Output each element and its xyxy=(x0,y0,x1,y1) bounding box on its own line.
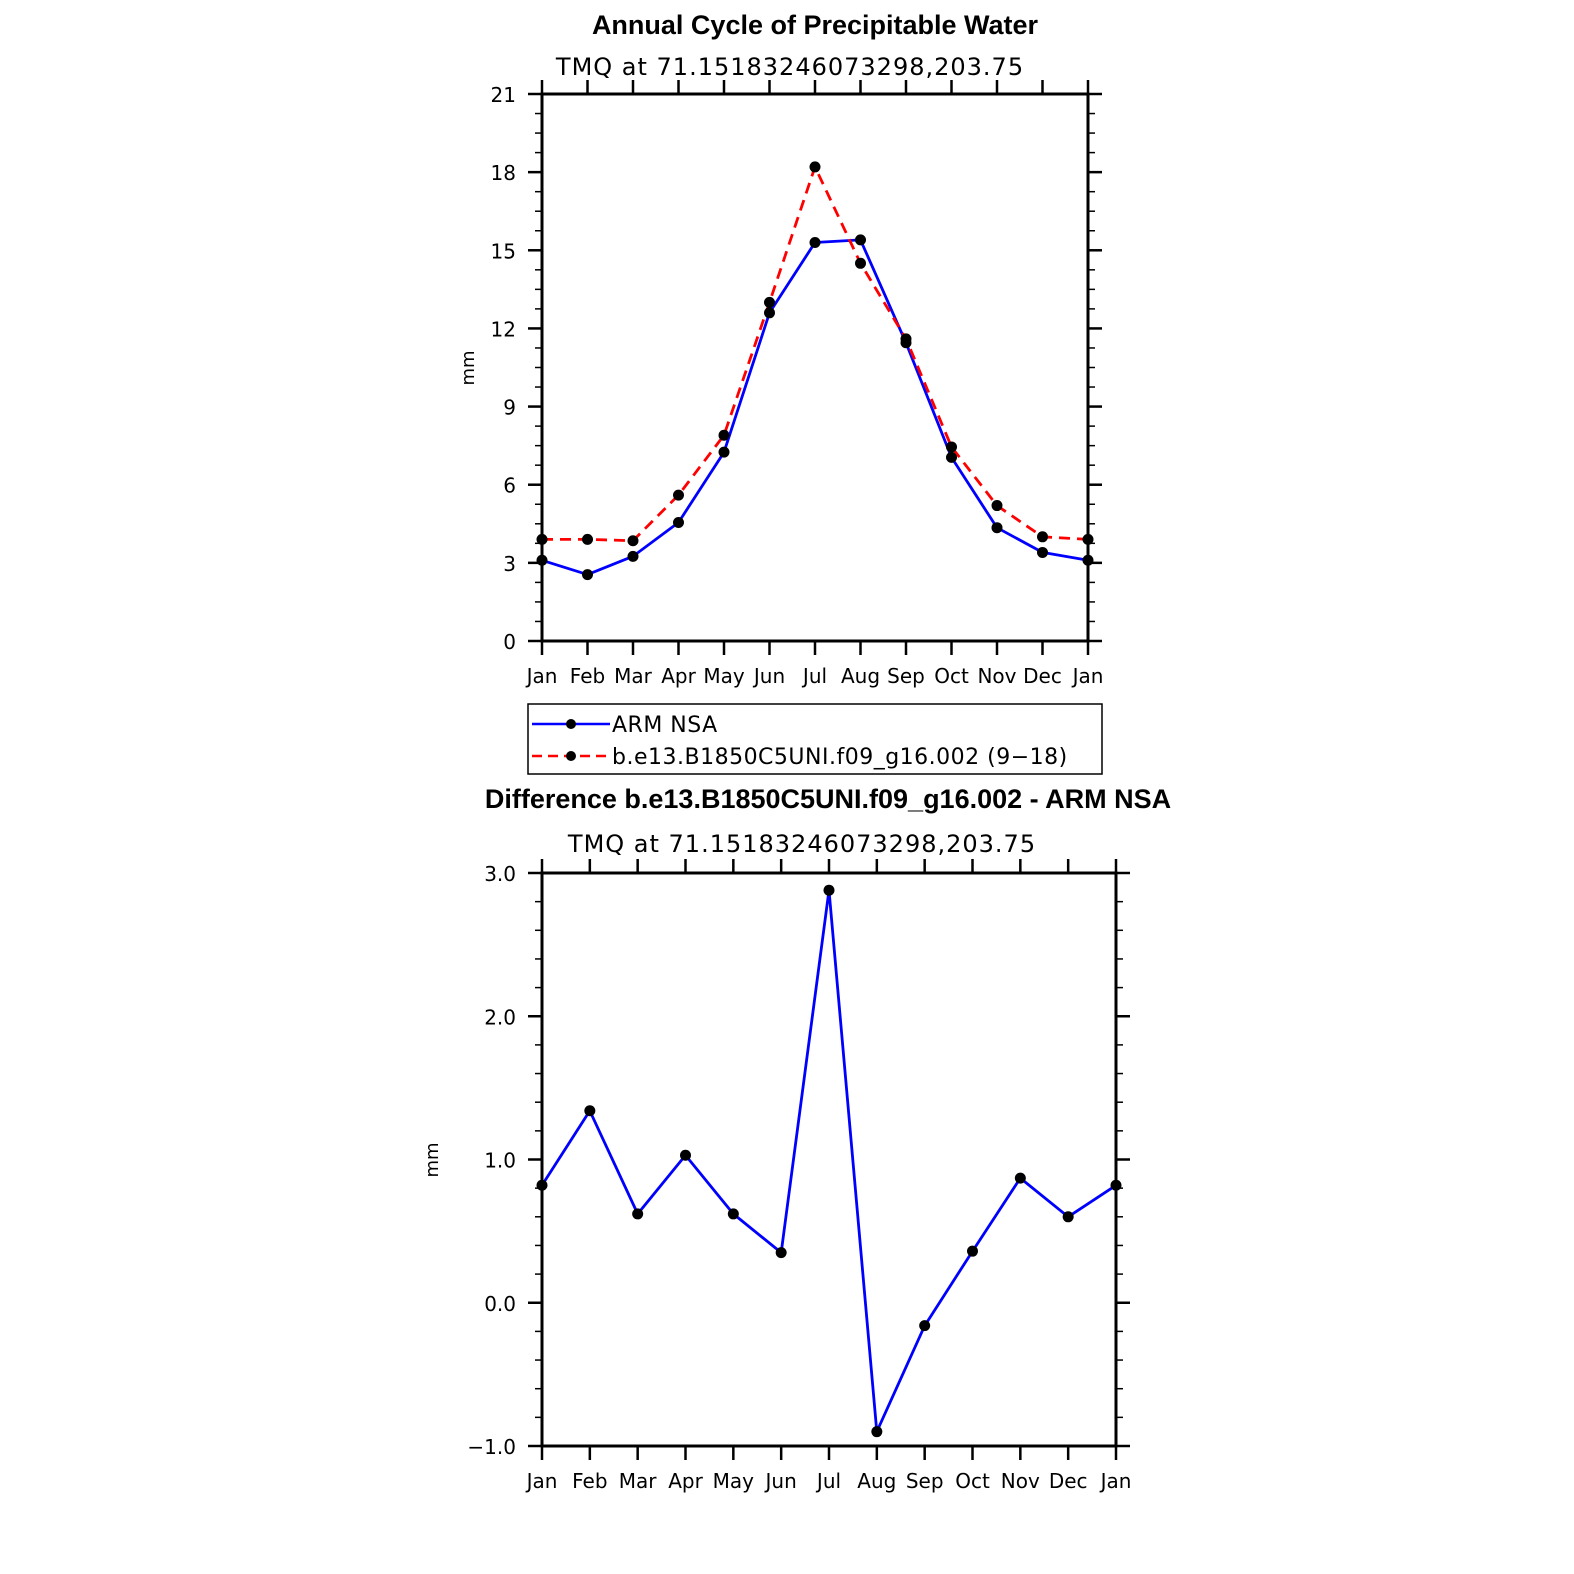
legend-label-model: b.e13.B1850C5UNI.f09_g16.002 (9−18) xyxy=(612,745,1068,770)
y-tick-label: 12 xyxy=(491,317,516,341)
x-tick-label: Jan xyxy=(1071,664,1104,688)
x-tick-label: Nov xyxy=(977,664,1016,688)
series-0-point xyxy=(632,1208,644,1220)
annual-cycle-chart: Annual Cycle of Precipitable Water TMQ a… xyxy=(458,10,1104,775)
chart-subtitle: TMQ at 71.15183246073298,203.75 xyxy=(567,830,1036,858)
series-1-point xyxy=(764,296,775,308)
series-0-point xyxy=(871,1426,883,1438)
series-line-0 xyxy=(541,238,1089,576)
x-tick-label: Mar xyxy=(619,1469,658,1493)
series-1-point xyxy=(900,333,912,345)
series-0-point xyxy=(855,234,866,246)
x-tick-label: Jul xyxy=(815,1469,841,1493)
series-0-point xyxy=(582,569,593,581)
series-group xyxy=(536,884,1122,1438)
series-0-point xyxy=(627,550,639,562)
series-0-point xyxy=(919,1320,931,1332)
x-tick-label: Mar xyxy=(614,664,653,688)
y-tick-label: 2.0 xyxy=(484,1005,516,1029)
y-tick-label: 9 xyxy=(503,396,516,420)
x-tick-label: Aug xyxy=(857,1469,896,1493)
series-line-0 xyxy=(540,888,1117,1434)
series-0-point xyxy=(967,1245,978,1257)
x-tick-label: Jan xyxy=(525,664,558,688)
y-tick-label: −1.0 xyxy=(467,1435,516,1459)
x-tick-label: Oct xyxy=(934,664,969,688)
x-tick-label: Jul xyxy=(801,664,827,688)
y-tick-label: 0.0 xyxy=(484,1292,516,1316)
x-tick-label: Jan xyxy=(1099,1469,1132,1493)
series-1-point xyxy=(991,500,1003,512)
x-tick-label: Jun xyxy=(752,664,785,688)
series-0-point xyxy=(673,516,684,528)
x-tick-label: May xyxy=(713,1469,755,1493)
series-1-point xyxy=(855,257,866,269)
legend-label-arm-nsa: ARM NSA xyxy=(612,713,718,738)
series-0-point xyxy=(1014,1172,1026,1184)
series-0-point xyxy=(946,451,957,463)
plot-frame xyxy=(540,92,1090,643)
tick-group: Jan Feb Mar Apr May Jun Jul Aug Sep Oct Nov Dec Jan 0… xyxy=(491,80,1104,688)
x-tick-label: Feb xyxy=(572,1469,607,1493)
series-0-point xyxy=(809,236,821,248)
series-0-point xyxy=(718,446,730,458)
x-tick-label: Sep xyxy=(887,664,925,688)
legend-marker-arm-nsa xyxy=(566,719,576,729)
y-tick-label: 15 xyxy=(491,239,516,263)
series-1-point xyxy=(627,535,639,547)
y-tick-label: 18 xyxy=(491,161,516,185)
chart-subtitle: TMQ at 71.15183246073298,203.75 xyxy=(555,53,1024,81)
legend: ARM NSA b.e13.B1850C5UNI.f09_g16.002 (9−… xyxy=(527,703,1103,775)
x-tick-label: Aug xyxy=(841,664,880,688)
series-0-point xyxy=(727,1208,739,1220)
series-1-point xyxy=(673,489,684,501)
difference-chart: Difference b.e13.B1850C5UNI.f09_g16.002 … xyxy=(422,784,1171,1493)
y-tick-label: 6 xyxy=(503,474,516,498)
x-tick-label: Apr xyxy=(668,1469,703,1493)
series-0-point xyxy=(775,1247,787,1259)
x-tick-label: Dec xyxy=(1049,1469,1088,1493)
y-tick-label: 3 xyxy=(503,552,516,576)
y-tick-label: 21 xyxy=(491,83,516,107)
series-0-point xyxy=(764,307,775,319)
x-tick-label: Feb xyxy=(570,664,605,688)
x-tick-label: Jan xyxy=(525,1469,558,1493)
series-group xyxy=(536,161,1094,581)
series-1-point xyxy=(809,161,821,173)
series-0-point xyxy=(823,884,835,896)
y-axis-label: mm xyxy=(458,350,479,385)
legend-box xyxy=(527,703,1103,775)
series-1-point xyxy=(946,441,957,453)
legend-marker-model xyxy=(566,751,576,761)
series-0-point xyxy=(680,1149,691,1161)
series-line-1 xyxy=(542,165,1089,543)
tick-group: Jan Feb Mar Apr May Jun Jul Aug Sep Oct Nov Dec Jan−… xyxy=(467,859,1131,1493)
y-tick-label: 1.0 xyxy=(484,1149,516,1173)
chart-title: Annual Cycle of Precipitable Water xyxy=(592,10,1039,40)
x-tick-label: Dec xyxy=(1023,664,1062,688)
x-tick-label: Jun xyxy=(764,1469,797,1493)
y-tick-label: 3.0 xyxy=(484,862,516,886)
x-tick-label: Sep xyxy=(906,1469,944,1493)
series-1-point xyxy=(718,429,730,441)
series-0-point xyxy=(1062,1211,1074,1223)
x-tick-label: Apr xyxy=(661,664,696,688)
x-tick-label: Oct xyxy=(955,1469,990,1493)
plot-frame xyxy=(540,871,1118,1448)
series-1-point xyxy=(582,533,593,545)
x-tick-label: Nov xyxy=(1001,1469,1040,1493)
series-0-point xyxy=(991,522,1003,534)
series-1-point xyxy=(1037,531,1048,543)
series-0-point xyxy=(1037,546,1048,558)
chart-title: Difference b.e13.B1850C5UNI.f09_g16.002 … xyxy=(485,784,1171,814)
series-0-point xyxy=(584,1105,596,1117)
y-axis-label: mm xyxy=(422,1142,443,1177)
y-tick-label: 0 xyxy=(503,630,516,654)
x-tick-label: May xyxy=(703,664,745,688)
